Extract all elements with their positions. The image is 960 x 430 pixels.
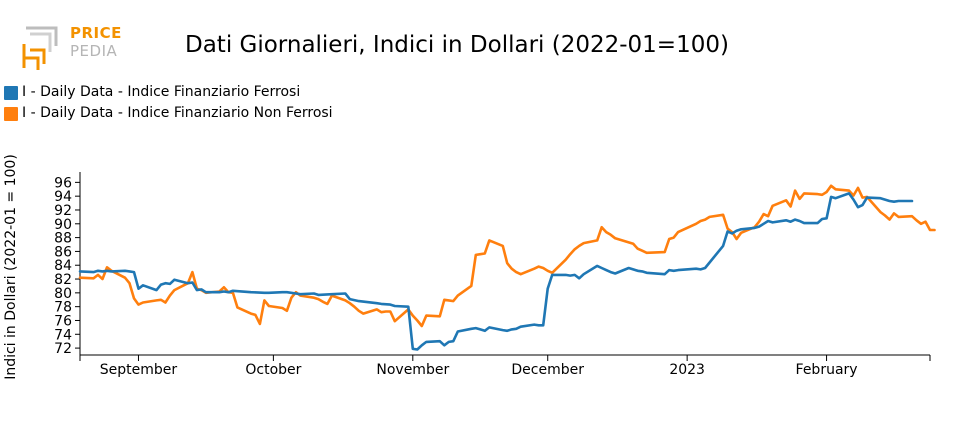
- logo-word-pedia: PEDIA: [70, 42, 118, 60]
- series-lines: [78, 184, 936, 351]
- logo-word-price: PRICE: [70, 24, 122, 42]
- y-tick-label: 92: [54, 203, 72, 219]
- y-tick-label: 78: [54, 300, 72, 316]
- x-tick-label: November: [376, 362, 449, 378]
- x-tick-label: September: [100, 362, 178, 378]
- y-tick-label: 90: [54, 217, 72, 233]
- legend-swatch-non-ferrosi: [4, 107, 18, 121]
- y-tick-label: 72: [54, 341, 72, 357]
- series-line-non-ferrosi[interactable]: [78, 184, 936, 328]
- legend-swatch-ferrosi: [4, 86, 18, 100]
- y-tick-label: 76: [54, 313, 72, 329]
- y-tick-label: 74: [54, 327, 72, 343]
- y-tick-label: 94: [54, 189, 72, 205]
- y-tick-label: 80: [54, 286, 72, 302]
- series-line-ferrosi[interactable]: [78, 192, 914, 351]
- legend-label-non-ferrosi: I - Daily Data - Indice Finanziario Non …: [22, 105, 333, 121]
- y-tick-label: 82: [54, 272, 72, 288]
- legend-label-ferrosi: I - Daily Data - Indice Finanziario Ferr…: [22, 84, 301, 100]
- y-tick-label: 88: [54, 231, 72, 247]
- chart-title: Dati Giornalieri, Indici in Dollari (202…: [185, 32, 729, 58]
- x-tick-label: February: [796, 362, 858, 378]
- x-tick-label: 2023: [669, 362, 705, 378]
- pricepedia-logo: PRICE PEDIA: [20, 24, 130, 74]
- y-tick-label: 96: [54, 175, 72, 191]
- pricepedia-logo-mark: [22, 26, 58, 70]
- x-tick-label: December: [511, 362, 584, 378]
- x-tick-label: October: [245, 362, 301, 378]
- y-tick-label: 84: [54, 258, 72, 274]
- y-tick-label: 86: [54, 244, 72, 260]
